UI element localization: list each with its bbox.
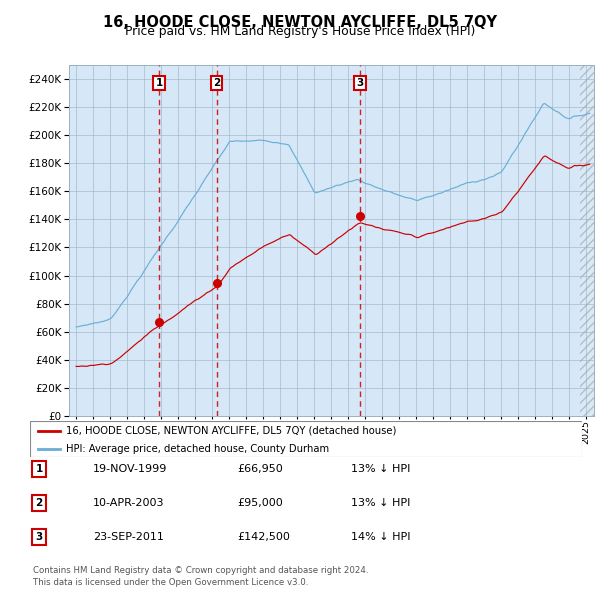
Text: £95,000: £95,000 <box>237 498 283 507</box>
Text: 23-SEP-2011: 23-SEP-2011 <box>93 532 164 542</box>
Text: Contains HM Land Registry data © Crown copyright and database right 2024.
This d: Contains HM Land Registry data © Crown c… <box>33 566 368 587</box>
Text: 13% ↓ HPI: 13% ↓ HPI <box>351 498 410 507</box>
Text: HPI: Average price, detached house, County Durham: HPI: Average price, detached house, Coun… <box>66 444 329 454</box>
Text: 1: 1 <box>155 78 163 88</box>
Text: 13% ↓ HPI: 13% ↓ HPI <box>351 464 410 474</box>
Text: £142,500: £142,500 <box>237 532 290 542</box>
Text: 19-NOV-1999: 19-NOV-1999 <box>93 464 167 474</box>
Text: 14% ↓ HPI: 14% ↓ HPI <box>351 532 410 542</box>
Text: £66,950: £66,950 <box>237 464 283 474</box>
Text: 3: 3 <box>35 532 43 542</box>
Text: 3: 3 <box>356 78 364 88</box>
Text: 16, HOODE CLOSE, NEWTON AYCLIFFE, DL5 7QY: 16, HOODE CLOSE, NEWTON AYCLIFFE, DL5 7Q… <box>103 15 497 30</box>
Text: 2: 2 <box>213 78 220 88</box>
Text: 1: 1 <box>35 464 43 474</box>
Text: 10-APR-2003: 10-APR-2003 <box>93 498 164 507</box>
Text: 2: 2 <box>35 498 43 507</box>
Text: 16, HOODE CLOSE, NEWTON AYCLIFFE, DL5 7QY (detached house): 16, HOODE CLOSE, NEWTON AYCLIFFE, DL5 7Q… <box>66 426 396 436</box>
Text: Price paid vs. HM Land Registry's House Price Index (HPI): Price paid vs. HM Land Registry's House … <box>125 25 475 38</box>
